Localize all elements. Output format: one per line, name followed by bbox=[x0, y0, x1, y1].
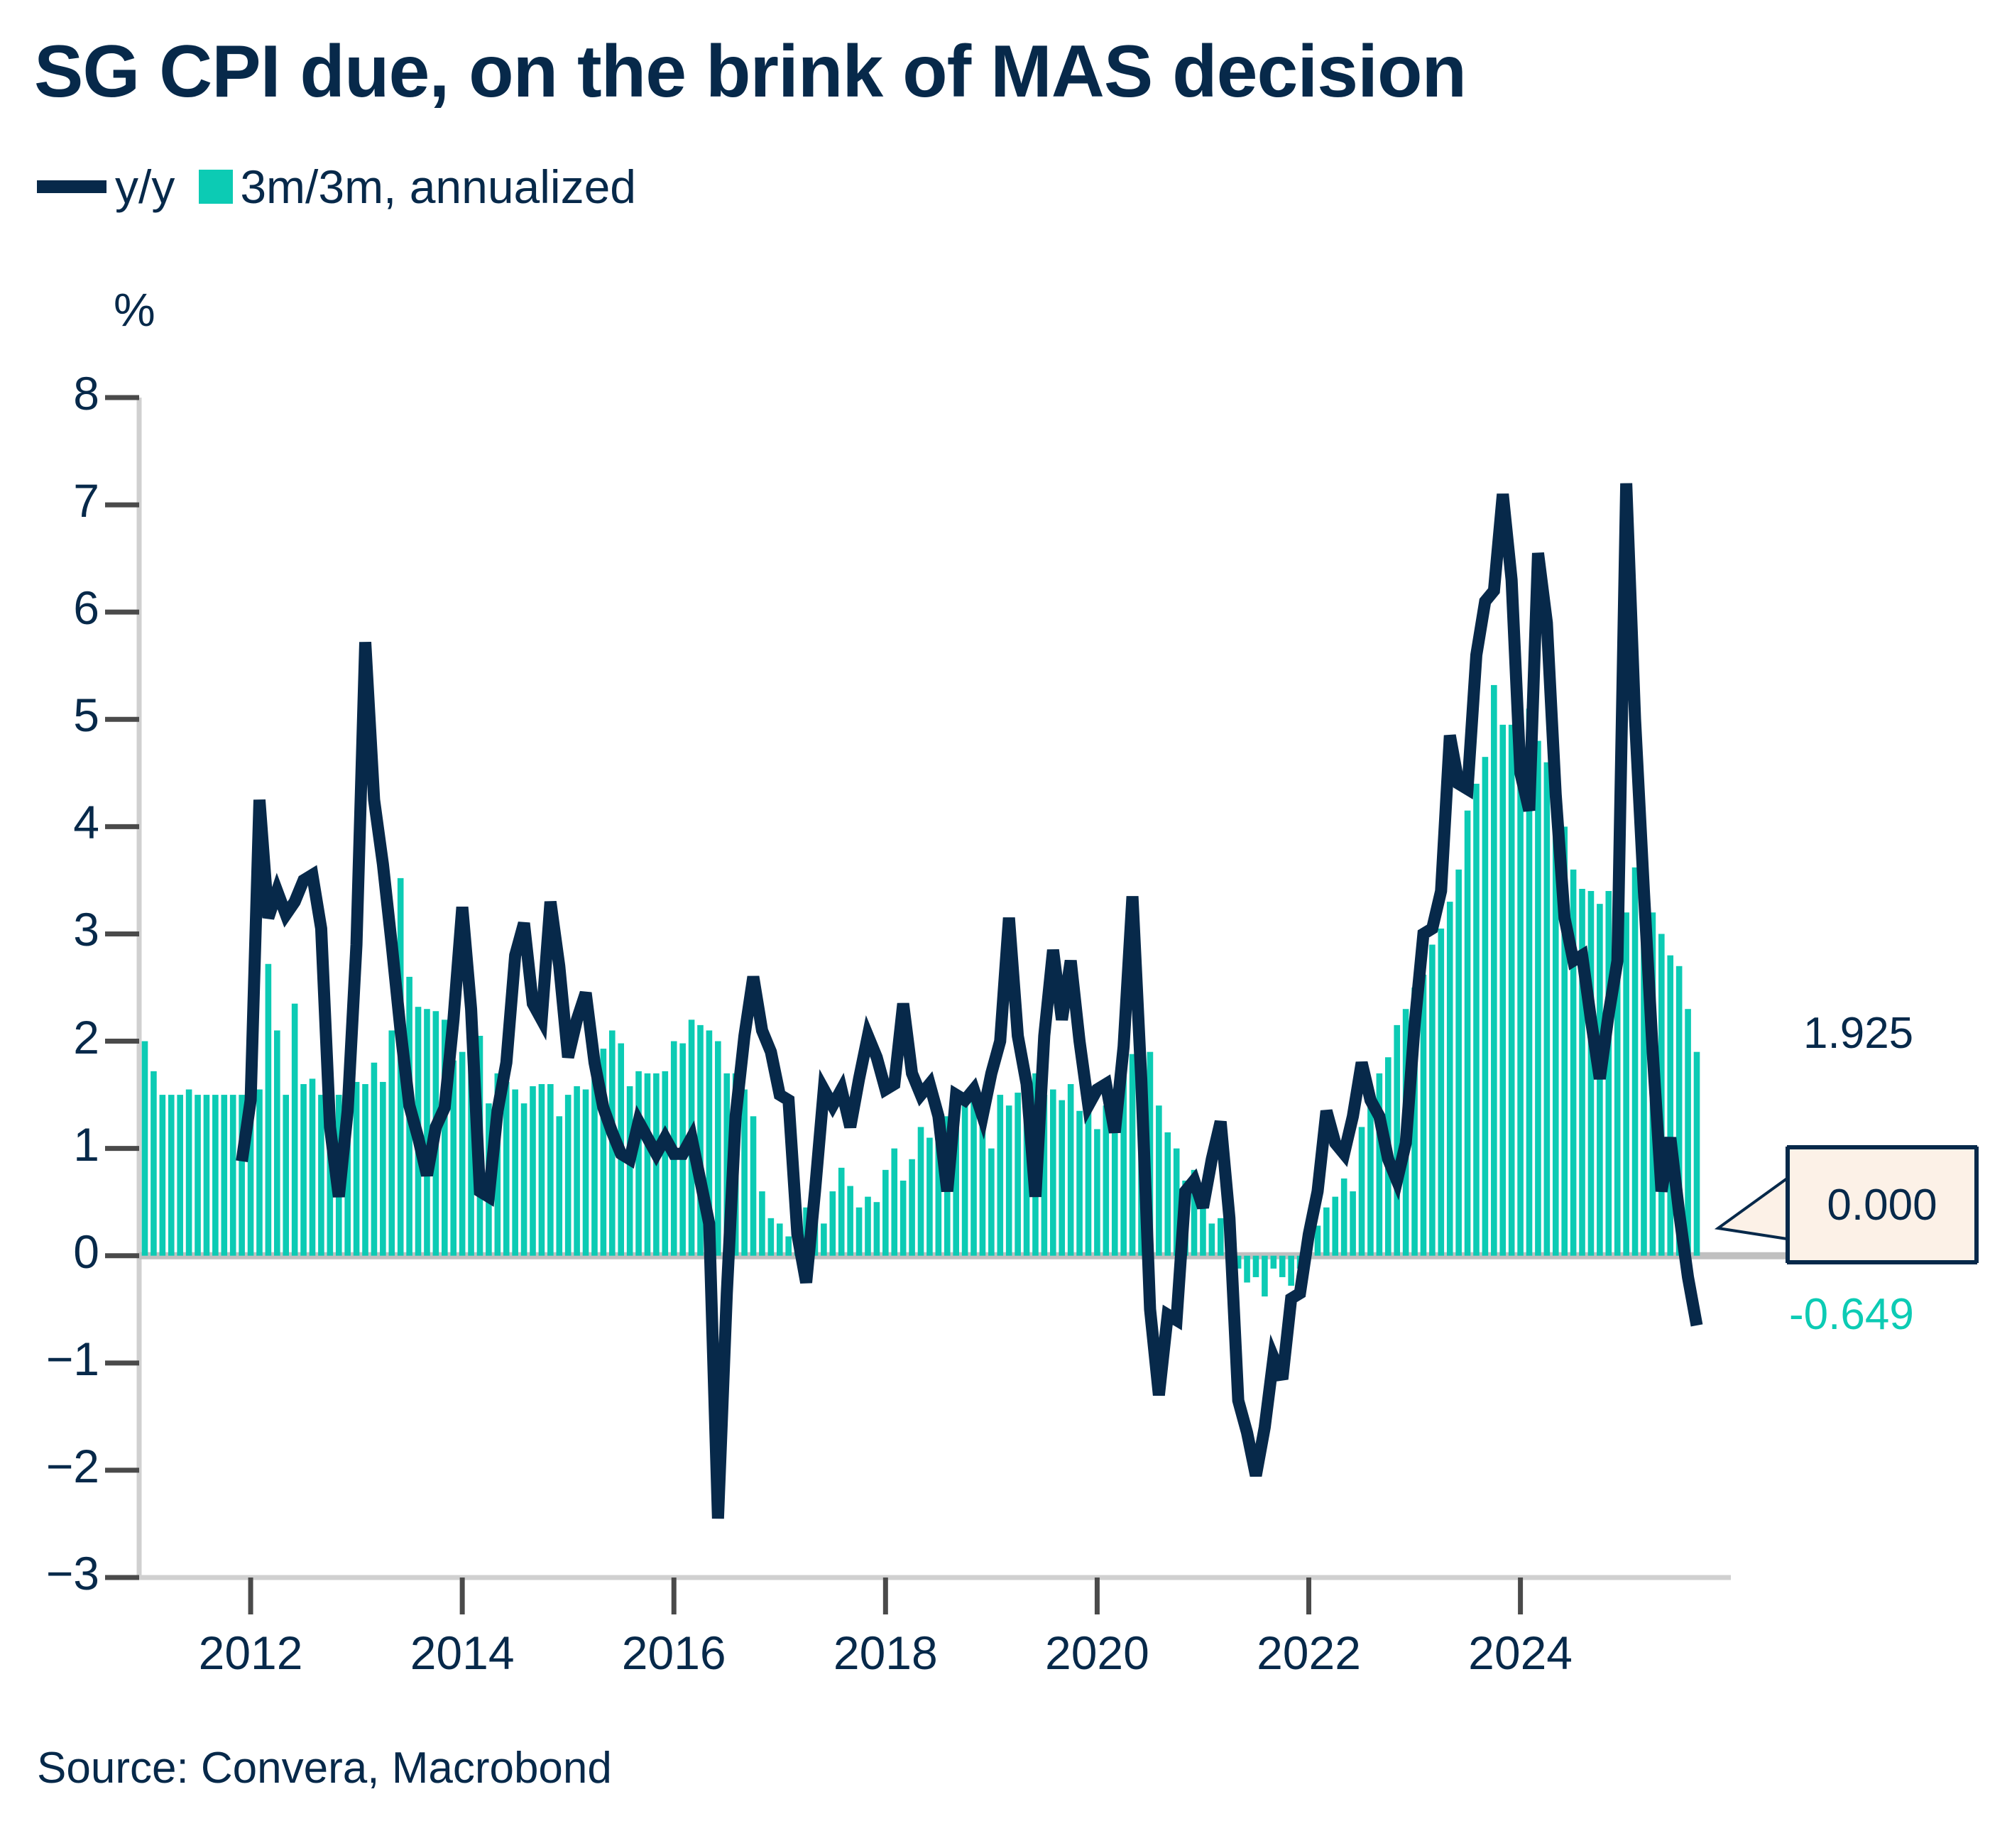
x-axis-tick-label: 2016 bbox=[621, 1626, 726, 1679]
legend-square-marker-icon bbox=[199, 170, 234, 204]
y-axis-tick-label: −3 bbox=[45, 1547, 99, 1600]
y-axis-unit-label: % bbox=[114, 283, 155, 336]
chart-legend: y/y 3m/3m, annualized bbox=[37, 163, 636, 210]
y-axis-tick-label: 2 bbox=[73, 1010, 99, 1064]
x-axis-tick-label: 2012 bbox=[198, 1626, 303, 1679]
callout-value-text: 0.000 bbox=[1827, 1180, 1937, 1230]
y-axis-tick-label: 8 bbox=[73, 367, 99, 420]
page-title: SG CPI due, on the brink of MAS decision bbox=[34, 31, 1467, 113]
y-axis-tick-label: −2 bbox=[45, 1439, 99, 1492]
x-axis-tick-label: 2024 bbox=[1468, 1626, 1573, 1679]
y-axis-tick-label: 3 bbox=[73, 903, 99, 956]
y-axis-tick-label: −1 bbox=[45, 1332, 99, 1385]
x-axis-tick-label: 2014 bbox=[410, 1626, 515, 1679]
source-note: Source: Convera, Macrobond bbox=[37, 1744, 612, 1793]
legend-label-3m3m: 3m/3m, annualized bbox=[240, 160, 636, 213]
x-axis-tick-label: 2018 bbox=[833, 1626, 938, 1679]
callout-zero-value: 0.000 bbox=[1787, 1147, 1977, 1263]
y-axis-tick-label: 0 bbox=[73, 1225, 99, 1278]
legend-label-yy: y/y bbox=[115, 160, 175, 213]
x-axis-tick-label: 2020 bbox=[1044, 1626, 1149, 1679]
y-axis-tick-label: 5 bbox=[73, 689, 99, 742]
y-axis-tick-label: 7 bbox=[73, 474, 99, 527]
legend-line-marker-icon bbox=[37, 180, 106, 193]
end-label-3m3m: -0.649 bbox=[1789, 1290, 1914, 1339]
y-axis-tick-label: 4 bbox=[73, 796, 99, 849]
y-axis-tick-label: 1 bbox=[73, 1117, 99, 1171]
x-axis-tick-label: 2022 bbox=[1257, 1626, 1361, 1679]
end-label-yy: 1.925 bbox=[1803, 1009, 1914, 1058]
y-axis-tick-label: 6 bbox=[73, 581, 99, 635]
